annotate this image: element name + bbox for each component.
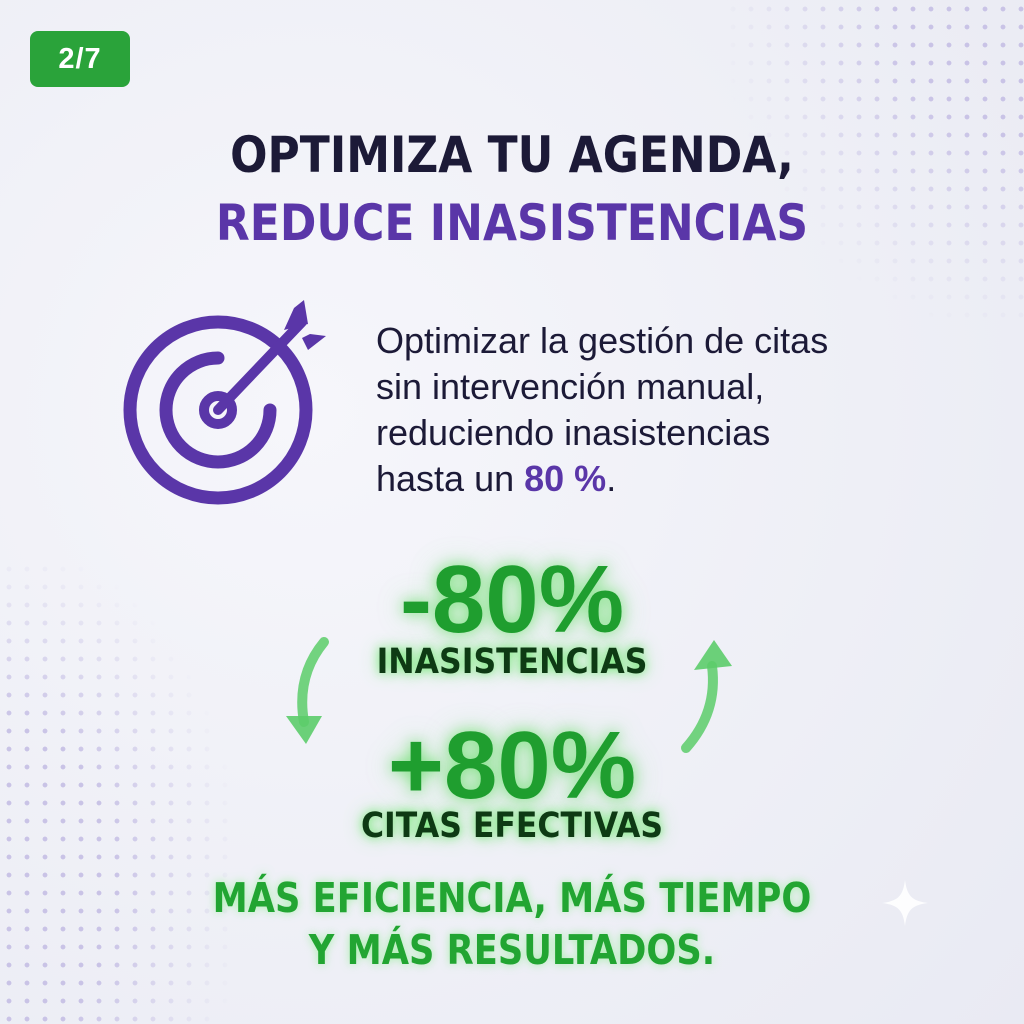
stat-value-effective-appointments: +80%	[387, 712, 637, 819]
dot-pattern-bottom-left	[0, 560, 230, 1024]
stat-value-no-shows: -80%	[399, 546, 625, 653]
description-line-2: sin intervención manual,	[376, 366, 765, 407]
title-line-2: REDUCE INASISTENCIAS	[215, 194, 809, 252]
description: Optimizar la gestión de citas sin interv…	[376, 318, 936, 502]
page-indicator-badge: 2/7	[30, 31, 130, 87]
stat-label-no-shows: INASISTENCIAS	[376, 642, 648, 682]
footer-line-1: MÁS EFICIENCIA, MÁS TIEMPO	[212, 874, 812, 922]
description-line-4: hasta un 80 %.	[376, 456, 936, 502]
highlight-percent: 80 %	[524, 458, 607, 499]
footer-line-2: Y MÁS RESULTADOS.	[308, 926, 716, 974]
title-line-1: OPTIMIZA TU AGENDA,	[230, 126, 794, 184]
description-line-1: Optimizar la gestión de citas	[376, 320, 829, 361]
description-line-3: reduciendo inasistencias	[376, 412, 771, 453]
sparkle-icon	[882, 880, 928, 926]
description-line-4-prefix: hasta un	[376, 458, 515, 499]
target-arrow-icon	[123, 300, 326, 505]
description-line-4-suffix: .	[606, 458, 617, 499]
arrow-down-left-icon	[286, 637, 329, 744]
stat-label-effective-appointments: CITAS EFECTIVAS	[360, 806, 664, 846]
dot-pattern-top-right	[724, 0, 1024, 330]
arrow-up-right-icon	[681, 640, 732, 753]
